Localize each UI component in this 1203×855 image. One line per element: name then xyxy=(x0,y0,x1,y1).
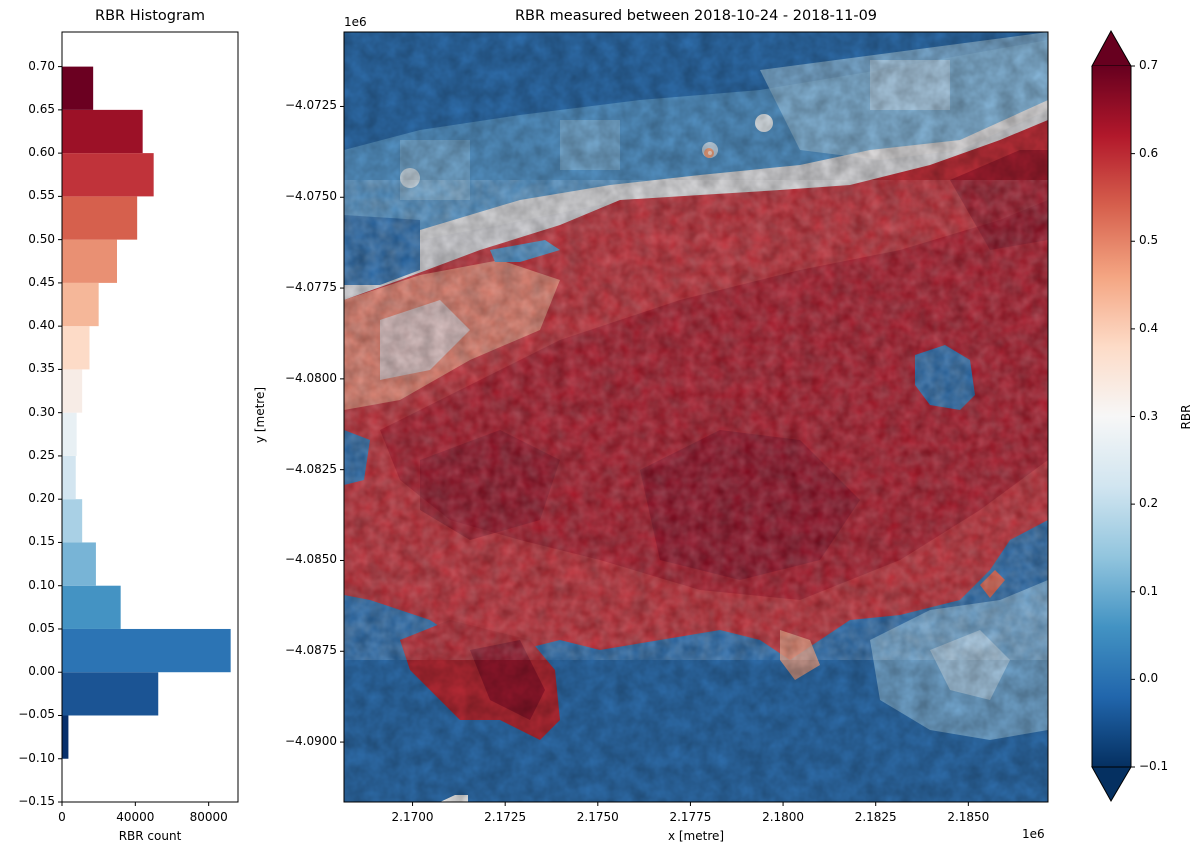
histogram-y-tick-label: −0.15 xyxy=(18,794,55,808)
map-y-offset-label: 1e6 xyxy=(344,15,367,29)
histogram-bar xyxy=(62,109,143,154)
map-y-tick-label: −4.0850 xyxy=(284,552,337,567)
colorbar-tick-label: 0.0 xyxy=(1139,671,1159,686)
histogram-y-tick-label: 0.05 xyxy=(28,620,55,635)
map-x-label: x [metre] xyxy=(667,829,725,843)
histogram-x-tick-label: 80000 xyxy=(189,810,228,824)
map-x-offset-label: 1e6 xyxy=(1022,827,1045,841)
histogram-bar xyxy=(62,499,83,543)
map-y-tick-label: −4.0775 xyxy=(284,280,337,295)
histogram-y-tick-label: 0.45 xyxy=(28,274,55,289)
map-y-tick-label: −4.0825 xyxy=(284,461,337,476)
map-y-label: y [metre] xyxy=(253,386,267,444)
map-y-tick-label: −4.0725 xyxy=(284,98,337,113)
histogram-bar xyxy=(62,542,96,586)
histogram-bar xyxy=(62,455,76,500)
histogram-bar xyxy=(62,412,77,456)
histogram-y-tick-label: 0.20 xyxy=(28,491,55,506)
map-x-tick-label: 2.1750 xyxy=(576,810,619,824)
colorbar-tick-label: 0.6 xyxy=(1139,145,1159,160)
histogram-bar xyxy=(62,715,69,759)
map-x-tick-label: 2.1850 xyxy=(947,810,990,824)
map-y-tick-label: −4.0750 xyxy=(284,189,337,204)
map-y-tick-label: −4.0875 xyxy=(284,643,337,658)
map-title: RBR measured between 2018-10-24 - 2018-1… xyxy=(514,8,878,24)
histogram-y-tick-label: −0.05 xyxy=(18,707,55,722)
map-y-tick-label: −4.0800 xyxy=(284,370,337,385)
histogram-y-tick-label: 0.25 xyxy=(28,447,55,462)
histogram-x-ticks xyxy=(61,802,210,806)
map-y-tick-label: −4.0900 xyxy=(284,734,337,749)
histogram-x-tick-label: 0 xyxy=(58,810,66,824)
colorbar-tick-label: 0.5 xyxy=(1139,233,1159,248)
histogram-bar xyxy=(62,628,231,673)
histogram-bar xyxy=(62,196,138,240)
map-y-ticks xyxy=(340,105,344,743)
histogram-y-tick-label: 0.50 xyxy=(28,231,55,246)
histogram-y-tick-label: 0.70 xyxy=(28,58,55,73)
histogram-bar xyxy=(62,66,94,110)
histogram-bars xyxy=(62,66,231,759)
histogram-bar xyxy=(62,369,83,413)
histogram-bar xyxy=(62,672,159,716)
histogram-y-tick-label: 0.65 xyxy=(28,101,55,116)
colorbar-tick-label: 0.7 xyxy=(1139,58,1159,72)
histogram-y-tick-label: 0.30 xyxy=(28,404,55,419)
histogram-bar xyxy=(62,282,99,327)
map-x-tick-label: 2.1725 xyxy=(484,810,527,824)
colorbar-label: RBR xyxy=(1179,404,1193,430)
colorbar-tick-label: 0.4 xyxy=(1139,320,1159,335)
histogram-y-tick-label: 0.40 xyxy=(28,318,55,333)
histogram-bar xyxy=(62,239,117,283)
colorbar-ticks xyxy=(1131,65,1135,768)
histogram-x-label: RBR count xyxy=(118,829,182,843)
map-x-tick-label: 2.1700 xyxy=(391,810,434,824)
histogram-bar xyxy=(62,153,154,197)
histogram-bar xyxy=(62,585,121,629)
map-x-ticks xyxy=(412,802,969,806)
histogram-y-ticks xyxy=(58,66,62,803)
map-x-tick-label: 2.1800 xyxy=(762,810,805,824)
histogram-y-tick-label: 0.10 xyxy=(28,577,55,592)
histogram-y-tick-label: 0.35 xyxy=(28,361,55,376)
colorbar-tick-label: −0.1 xyxy=(1139,759,1169,773)
histogram-bar xyxy=(62,326,90,370)
map-x-tick-label: 2.1825 xyxy=(854,810,897,824)
histogram-y-tick-label: 0.00 xyxy=(28,664,55,679)
histogram-x-tick-label: 40000 xyxy=(116,810,155,824)
histogram-y-tick-label: 0.60 xyxy=(28,145,55,160)
colorbar-tick-label: 0.3 xyxy=(1139,408,1159,423)
histogram-y-tick-label: 0.15 xyxy=(28,534,55,549)
colorbar-tick-label: 0.2 xyxy=(1139,496,1159,511)
histogram-title: RBR Histogram xyxy=(95,8,205,24)
histogram-y-tick-label: −0.10 xyxy=(18,750,55,765)
histogram-y-tick-label: 0.55 xyxy=(28,188,55,203)
map-x-tick-label: 2.1775 xyxy=(669,810,712,824)
colorbar-tick-label: 0.1 xyxy=(1139,583,1159,598)
